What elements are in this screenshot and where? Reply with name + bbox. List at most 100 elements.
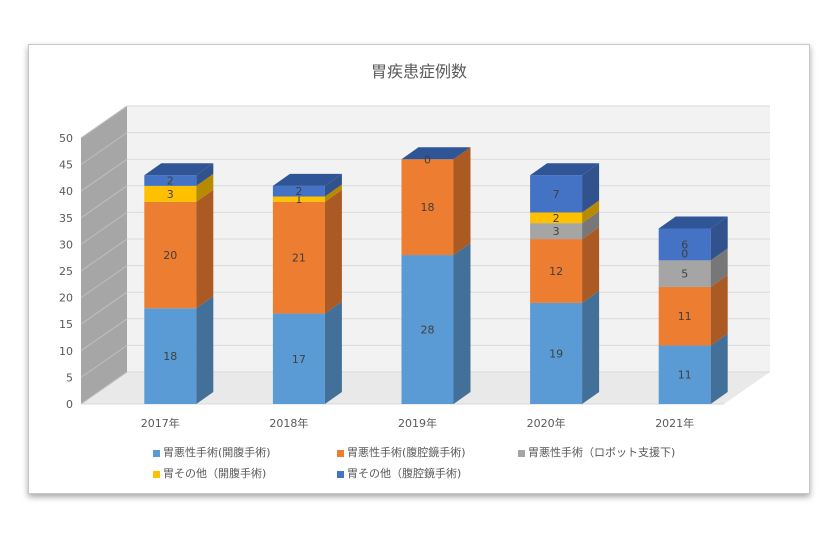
y-tick-label: 0 (66, 398, 73, 411)
bar-segment-side (582, 163, 600, 213)
data-label: 21 (292, 252, 306, 265)
y-tick-label: 35 (59, 212, 73, 225)
bar-segment (530, 239, 583, 303)
legend-swatch-series-1 (153, 449, 160, 457)
legend-swatch-series-4 (153, 470, 160, 478)
legend-swatch-series-2 (337, 449, 344, 457)
y-tick-label: 30 (59, 238, 73, 251)
bar-segment-side (582, 290, 600, 404)
side-wall-gridline (80, 105, 128, 139)
data-label: 6 (681, 238, 688, 251)
bar-top-face (401, 147, 471, 160)
data-label: 17 (292, 353, 306, 366)
bar-segment-side (324, 301, 342, 404)
data-label: 7 (553, 188, 560, 201)
data-label: 1 (295, 193, 302, 206)
data-label: 18 (421, 201, 435, 214)
side-wall-gridline (80, 158, 128, 192)
side-wall-gridline (80, 265, 128, 299)
data-label: 5 (681, 268, 688, 281)
bar-segment-side (453, 147, 471, 256)
data-label: 2 (553, 212, 560, 225)
bar-segment (530, 302, 583, 404)
legend-item-series-5: 胃その他（腹腔鏡手術) (337, 465, 461, 481)
y-tick-label: 15 (59, 318, 73, 331)
side-wall-gridline (80, 318, 128, 352)
bar-segment-side (196, 296, 214, 404)
legend-label-series-3: 胃悪性手術（ロボット支援下) (528, 446, 676, 459)
side-wall-gridline (80, 132, 128, 166)
y-tick-label: 10 (59, 345, 73, 358)
side-wall-gridline (80, 185, 128, 219)
legend-label-series-2: 胃悪性手術(腹腔鏡手術) (347, 446, 466, 459)
chart-canvas: 胃疾患症例数051015202530354045501820322017年172… (59, 62, 770, 430)
x-tick-label: 2020年 (527, 416, 566, 430)
data-label: 0 (424, 153, 431, 166)
data-label: 3 (167, 188, 174, 201)
data-label: 11 (678, 310, 692, 323)
data-label: 20 (163, 249, 177, 262)
data-label: 28 (421, 324, 435, 337)
bar-segment (658, 345, 711, 404)
bar-segment (658, 260, 711, 287)
bar-segment (530, 175, 583, 213)
data-label: 18 (163, 350, 177, 363)
bar-segment (658, 228, 711, 261)
data-label: 12 (549, 265, 563, 278)
y-tick-label: 20 (59, 292, 73, 305)
bar-segment-side (196, 173, 214, 202)
bar-segment-side (582, 211, 600, 240)
bar-segment (272, 201, 325, 314)
bar-segment-side (453, 243, 471, 404)
bar-segment (272, 185, 325, 197)
bar-top-face (658, 216, 728, 229)
legend-label-series-5: 胃その他（腹腔鏡手術) (347, 467, 462, 480)
legend-item-series-4: 胃その他（開腹手術) (153, 465, 266, 481)
bar-segment (272, 313, 325, 404)
bar-segment-side (710, 248, 728, 287)
y-tick-label: 5 (66, 371, 73, 384)
bar-segment-side (710, 274, 728, 346)
bar-segment (144, 185, 197, 202)
bar-segment-side (324, 189, 342, 314)
side-wall-gridline (80, 371, 128, 405)
data-label: 2 (167, 175, 174, 188)
chart-title: 胃疾患症例数 (371, 62, 467, 81)
data-label: 2 (295, 185, 302, 198)
data-label: 0 (681, 247, 688, 260)
legend-label-series-4: 胃その他（開腹手術) (163, 467, 267, 480)
legend-item-series-3: 胃悪性手術（ロボット支援下) (518, 444, 675, 460)
bar-segment-side (196, 189, 214, 309)
bar-segment (530, 223, 583, 240)
legend-swatch-series-3 (518, 449, 525, 457)
legend-item-series-2: 胃悪性手術(腹腔鏡手術) (337, 444, 466, 460)
data-label: 3 (553, 225, 560, 238)
y-tick-label: 50 (59, 132, 73, 145)
bar-segment (530, 212, 583, 224)
data-label: 19 (549, 347, 563, 360)
bar-segment-side (582, 227, 600, 303)
bar-segment-side (324, 184, 342, 202)
legend-item-series-1: 胃悪性手術(開腹手術) (153, 444, 271, 460)
bar-segment-side (196, 163, 214, 186)
bar-segment-side (710, 216, 728, 261)
bar-top-face (144, 163, 214, 176)
x-tick-label: 2018年 (269, 416, 308, 430)
bar-segment (144, 308, 197, 404)
side-wall-gridline (80, 344, 128, 378)
data-label: 11 (678, 369, 692, 382)
bar-segment (144, 175, 197, 186)
bar-segment-side (582, 200, 600, 224)
side-wall-gridline (80, 211, 128, 245)
y-tick-label: 45 (59, 159, 73, 172)
bar-top-face (272, 173, 342, 186)
x-tick-label: 2021年 (655, 416, 694, 430)
chart-frame: 胃疾患症例数 0 5 10 15 20 25 30 35 40 45 50 18 20 3 2 2017年 17 2… (28, 44, 810, 494)
y-tick-label: 25 (59, 265, 73, 278)
bar-segment-side (324, 173, 342, 197)
bar-segment-side (710, 333, 728, 404)
legend-swatch-series-5 (337, 470, 344, 478)
bar-segment (272, 196, 325, 202)
bar-segment (401, 159, 454, 256)
side-wall-gridline (80, 238, 128, 272)
